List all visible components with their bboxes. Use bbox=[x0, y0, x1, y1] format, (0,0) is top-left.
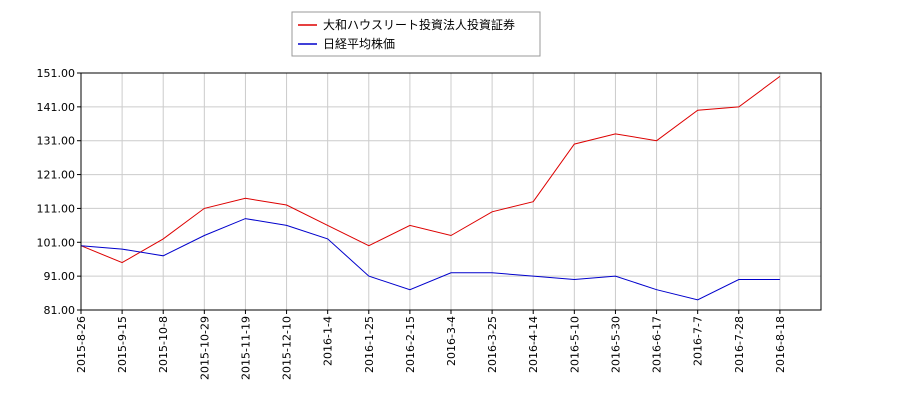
legend-label-series-0: 大和ハウスリート投資法人投資証券 bbox=[323, 17, 515, 32]
series-line-0 bbox=[80, 75, 781, 264]
x-tick-label: 2016-1-25 bbox=[363, 316, 376, 373]
series-lines bbox=[80, 75, 781, 301]
y-tick-label: 131.00 bbox=[37, 135, 76, 148]
x-axis: 2015-8-26 2015-9-15 2015-10-8 2015-10-29 201… bbox=[75, 310, 787, 380]
y-tick-label: 121.00 bbox=[37, 169, 76, 182]
legend-label-series-1: 日経平均株価 bbox=[323, 36, 395, 51]
x-tick-label: 2015-10-8 bbox=[157, 316, 170, 373]
x-tick-label: 2016-5-30 bbox=[609, 316, 622, 373]
x-tick-label: 2015-9-15 bbox=[116, 316, 129, 373]
x-tick-label: 2016-7-28 bbox=[733, 316, 746, 373]
legend-box bbox=[291, 11, 541, 57]
x-tick-label: 2016-7-7 bbox=[692, 316, 705, 366]
legend: 大和ハウスリート投資法人投資証券 日経平均株価 bbox=[291, 11, 541, 57]
x-tick-label: 2016-6-17 bbox=[651, 316, 664, 373]
x-tick-label: 2015-12-10 bbox=[281, 316, 294, 380]
y-tick-label: 91.00 bbox=[44, 270, 76, 283]
y-tick-label: 111.00 bbox=[37, 202, 76, 215]
series-line-1 bbox=[80, 218, 780, 301]
x-tick-label: 2016-5-10 bbox=[568, 316, 581, 373]
x-tick-label: 2016-1-4 bbox=[322, 316, 335, 366]
grid-lines bbox=[80, 72, 821, 311]
y-tick-label: 141.00 bbox=[37, 101, 76, 114]
x-tick-label: 2016-4-14 bbox=[527, 316, 540, 373]
x-tick-label: 2016-2-15 bbox=[404, 316, 417, 373]
y-tick-label: 81.00 bbox=[44, 304, 76, 317]
x-tick-label: 2015-11-19 bbox=[239, 316, 252, 380]
x-tick-label: 2015-8-26 bbox=[75, 316, 88, 373]
x-tick-label: 2016-3-25 bbox=[486, 316, 499, 373]
x-tick-label: 2015-10-29 bbox=[198, 316, 211, 380]
y-tick-label: 151.00 bbox=[37, 67, 76, 80]
y-axis: 81.00 91.00 101.00 111.00 121.00 131.00 141.00… bbox=[37, 67, 81, 317]
y-tick-label: 101.00 bbox=[37, 236, 76, 249]
x-tick-label: 2016-8-18 bbox=[774, 316, 787, 373]
x-tick-label: 2016-3-4 bbox=[445, 316, 458, 366]
